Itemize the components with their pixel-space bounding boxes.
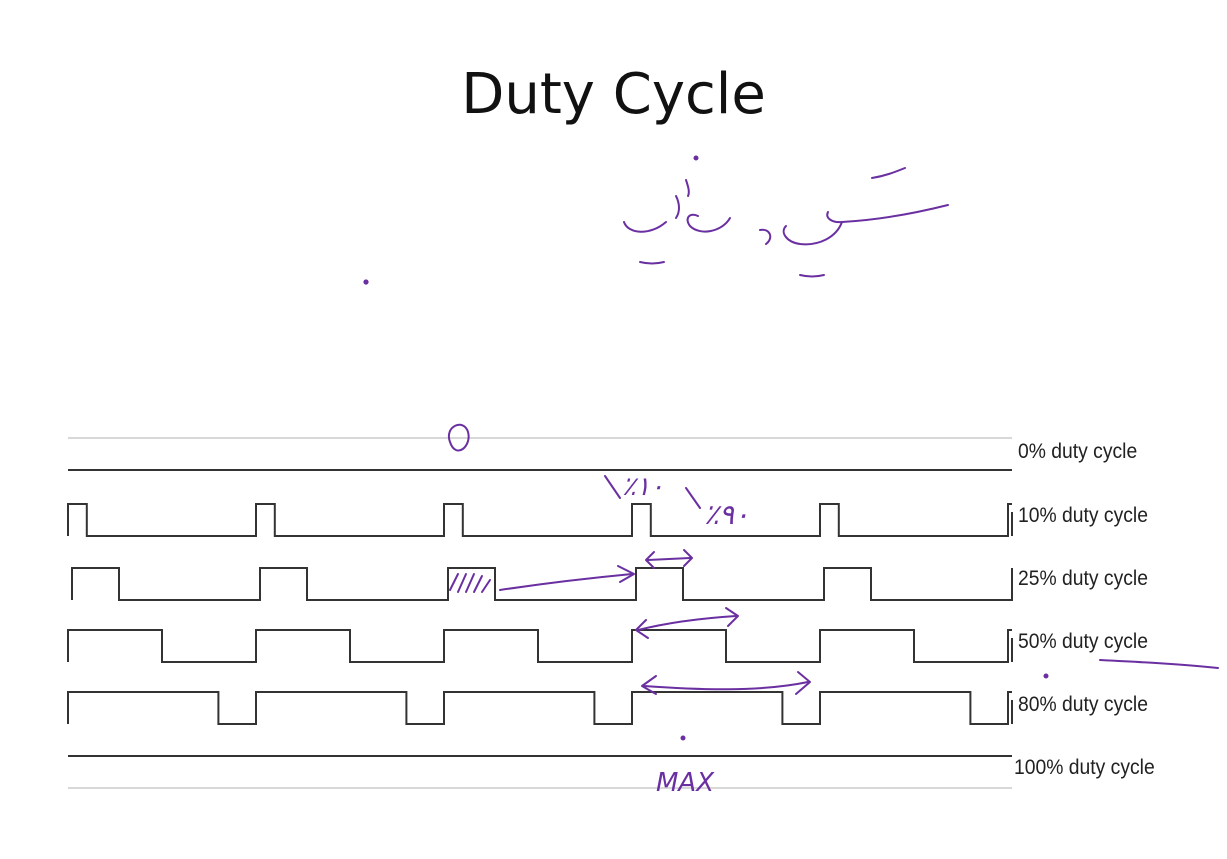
handwriting-stroke [675, 195, 680, 219]
arrow-head [795, 671, 811, 695]
zero-annotation [447, 423, 470, 452]
slide-title: Duty Cycle [461, 62, 766, 127]
label-underline [1099, 659, 1219, 669]
label-80-duty-cycle: 80% duty cycle [1018, 693, 1148, 716]
arrow-head [635, 619, 649, 639]
double-arrow-80 [643, 681, 809, 691]
handwriting-stroke [826, 204, 949, 224]
handwriting-stroke [685, 179, 690, 197]
hatch-mark [449, 573, 491, 593]
wave-80 [67, 691, 1013, 725]
wave-25 [71, 567, 1013, 601]
handwriting-stroke [759, 228, 772, 245]
handwriting-stroke [782, 221, 843, 246]
handwriting-stroke [799, 274, 825, 278]
handwriting-dot [1043, 673, 1049, 679]
annotation-percent-90: ٪۹۰ [704, 498, 750, 531]
percent-90-mark [685, 487, 701, 509]
double-arrow-50 [637, 615, 737, 631]
arrow-head [683, 549, 693, 567]
arrow-head [641, 675, 657, 695]
label-50-duty-cycle: 50% duty cycle [1018, 630, 1148, 653]
label-100-duty-cycle: 100% duty cycle [1014, 756, 1155, 779]
handwriting-dot [693, 155, 699, 161]
label-25-duty-cycle: 25% duty cycle [1018, 567, 1148, 590]
arrow-head [725, 607, 739, 627]
handwriting-dot [363, 279, 369, 285]
handwriting-stroke [639, 261, 665, 265]
handwriting-stroke [686, 213, 731, 233]
wave-10 [67, 503, 1013, 537]
double-arrow-25 [647, 557, 691, 561]
label-10-duty-cycle: 10% duty cycle [1018, 504, 1148, 527]
handwriting-stroke [871, 167, 906, 179]
handwriting-stroke [623, 221, 667, 233]
handwriting-dot [680, 735, 686, 741]
label-0-duty-cycle: 0% duty cycle [1018, 440, 1138, 463]
arrow-annotation [499, 573, 633, 591]
annotation-percent-10: ٪۱۰ [622, 472, 664, 502]
percent-10-mark [604, 475, 621, 499]
annotation-max: MAX [656, 768, 715, 798]
wave-50 [67, 629, 1013, 663]
arrow-head [645, 551, 655, 569]
arrow-head [617, 565, 635, 583]
